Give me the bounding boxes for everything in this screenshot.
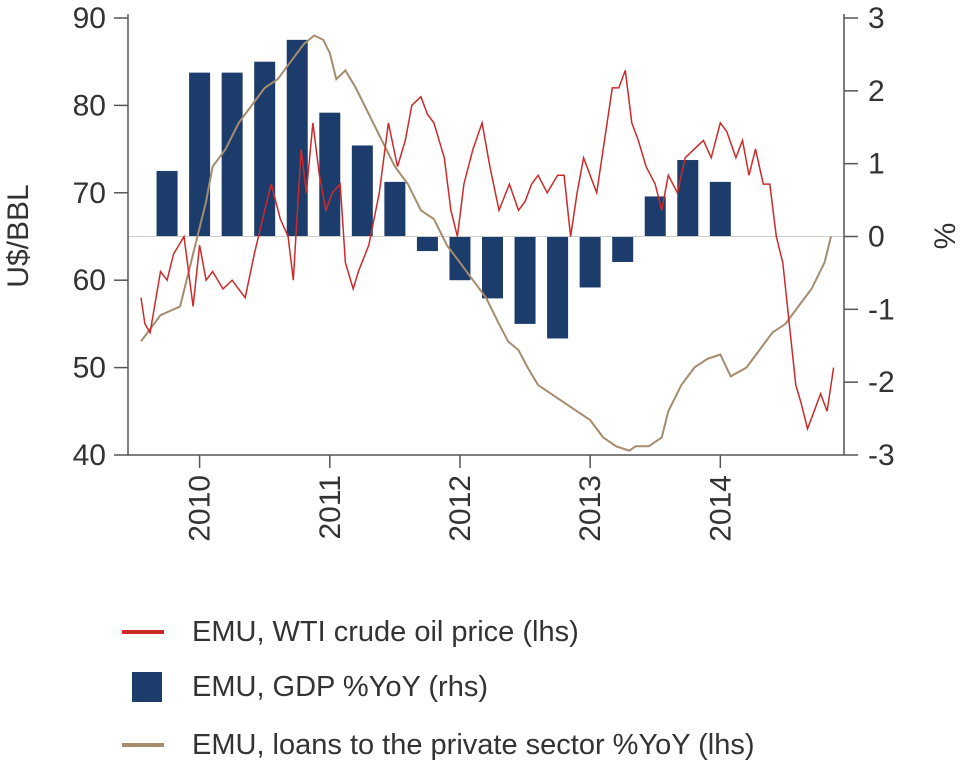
x-tick-label: 2010 [184, 475, 217, 542]
gdp-bars [156, 39, 731, 339]
gdp-bar [514, 236, 536, 324]
right-tick: 1 [844, 148, 885, 181]
right-tick: -1 [844, 293, 895, 326]
right-tick: -2 [844, 366, 895, 399]
x-tick-label: 2013 [574, 475, 607, 542]
gdp-bar [579, 236, 601, 288]
right-tick-label: 2 [868, 75, 885, 108]
left-tick-label: 50 [73, 352, 106, 385]
x-tick: 2014 [704, 455, 737, 542]
x-tick: 2011 [314, 455, 347, 540]
gdp-bar [189, 72, 211, 237]
gdp-bar [709, 181, 731, 237]
right-tick-label: 1 [868, 148, 885, 181]
gdp-bar [319, 112, 341, 237]
gdp-bar [547, 236, 569, 339]
gdp-bar [156, 170, 178, 237]
right-tick-label: 0 [868, 221, 885, 254]
gdp-bar [221, 72, 243, 237]
right-tick-label: -3 [868, 439, 895, 472]
left-tick-label: 60 [73, 264, 106, 297]
gdp-bar [612, 236, 634, 262]
left-tick: 50 [73, 352, 128, 385]
left-tick: 60 [73, 264, 128, 297]
gdp-bar [416, 236, 438, 252]
right-tick-label: -1 [868, 293, 895, 326]
left-tick: 80 [73, 89, 128, 122]
axes: 40 50 60 70 80 90 3 2 1 0 -1 -2 -3 2010 2011 2012 2013 20… [73, 2, 895, 542]
left-tick-label: 70 [73, 177, 106, 210]
right-tick-label: -2 [868, 366, 895, 399]
legend-label-gdp: EMU, GDP %YoY (rhs) [192, 671, 489, 703]
gdp-bar [482, 236, 504, 299]
left-tick: 90 [73, 2, 128, 35]
right-tick: 0 [844, 221, 885, 254]
legend-swatch-loans [122, 743, 164, 747]
left-tick-label: 90 [73, 2, 106, 35]
gdp-bar [677, 160, 699, 237]
x-tick-label: 2011 [314, 475, 347, 540]
left-tick-label: 40 [73, 439, 106, 472]
left-tick: 40 [73, 439, 128, 472]
combo-chart: 40 50 60 70 80 90 3 2 1 0 -1 -2 -3 2010 2011 2012 2013 20… [2, 2, 962, 542]
right-tick: 2 [844, 75, 885, 108]
gdp-bar [254, 61, 276, 237]
left-tick-label: 80 [73, 89, 106, 122]
legend-swatch-gdp [132, 672, 162, 702]
right-tick: 3 [844, 2, 885, 35]
left-axis-title: U$/BBL [2, 184, 35, 287]
x-tick: 2012 [444, 455, 477, 542]
gdp-bar [384, 181, 406, 237]
oil-series-line [140, 70, 835, 432]
loans-series-line [140, 34, 832, 452]
x-tick: 2013 [574, 455, 607, 542]
x-tick: 2010 [184, 455, 217, 542]
right-tick: -3 [844, 439, 895, 472]
left-tick: 70 [73, 177, 128, 210]
right-axis-title: % [929, 223, 962, 250]
gdp-bar [286, 39, 308, 237]
x-tick-label: 2012 [444, 475, 477, 542]
gdp-bar [351, 145, 373, 237]
x-tick-label: 2014 [704, 475, 737, 542]
legend-swatch-oil [122, 630, 164, 634]
legend-label-oil: EMU, WTI crude oil price (lhs) [192, 616, 579, 648]
legend-label-loans: EMU, loans to the private sector %YoY (l… [192, 729, 755, 761]
right-tick-label: 3 [868, 2, 885, 35]
